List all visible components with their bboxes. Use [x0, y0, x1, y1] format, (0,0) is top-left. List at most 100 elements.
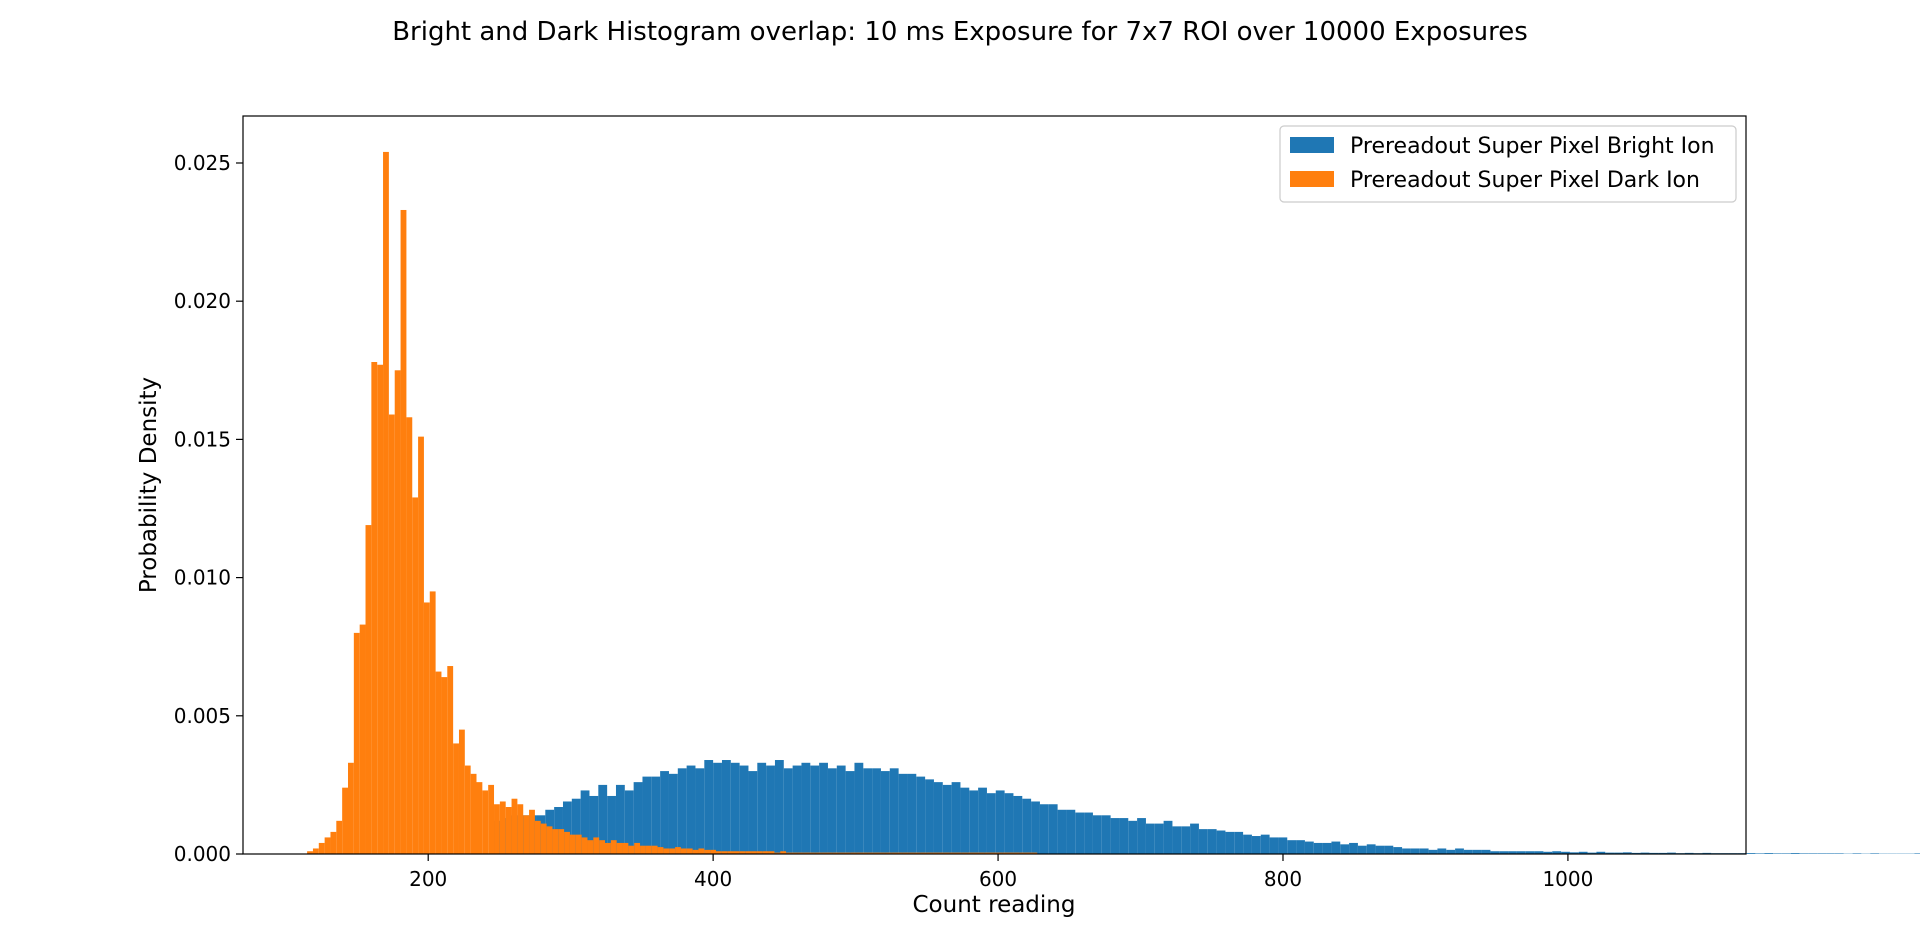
- dark-bar: [803, 852, 810, 854]
- bright-bar: [704, 760, 714, 854]
- bright-bar: [580, 790, 590, 854]
- bright-bar: [686, 765, 696, 854]
- y-tick-label: 0.000: [174, 842, 231, 866]
- bright-bar: [1154, 823, 1164, 854]
- bright-bar: [1508, 851, 1517, 854]
- dark-bar: [634, 842, 641, 854]
- bright-bar: [1826, 853, 1835, 854]
- bright-bar: [721, 760, 731, 854]
- bright-bar: [1260, 834, 1270, 854]
- bright-bar: [1622, 852, 1632, 854]
- dark-bar: [651, 845, 658, 854]
- bright-bar: [1543, 851, 1553, 854]
- dark-bar: [756, 851, 763, 854]
- bright-bar: [1446, 849, 1456, 854]
- dark-bar: [476, 782, 483, 854]
- bright-bar: [1755, 853, 1765, 854]
- dark-bar: [809, 852, 816, 854]
- bright-bar: [1534, 851, 1544, 854]
- bright-bar: [1561, 851, 1570, 854]
- dark-bar: [669, 848, 676, 854]
- legend-swatch-dark: [1290, 171, 1334, 187]
- bright-bar: [889, 768, 899, 854]
- bright-bar: [1340, 844, 1350, 854]
- bright-bar: [1402, 848, 1411, 854]
- bright-bar: [642, 776, 652, 854]
- dark-bar: [324, 837, 331, 854]
- dark-bar: [815, 852, 822, 854]
- dark-bar: [388, 414, 395, 854]
- bright-bar: [863, 768, 873, 854]
- dark-bar: [692, 849, 699, 854]
- dark-bar: [821, 852, 827, 854]
- dark-bar: [862, 852, 868, 854]
- dark-bar: [534, 820, 541, 854]
- dark-bar: [680, 848, 687, 854]
- bright-bar: [1031, 801, 1040, 854]
- bright-bar: [1357, 845, 1367, 854]
- dark-bar: [464, 765, 471, 854]
- dark-bar: [727, 851, 734, 854]
- dark-bar: [856, 852, 863, 854]
- x-tick-label: 200: [409, 867, 447, 891]
- bright-bar: [1481, 849, 1491, 854]
- x-tick-label: 800: [1264, 867, 1302, 891]
- dark-bar: [657, 847, 664, 854]
- chart-title: Bright and Dark Histogram overlap: 10 ms…: [392, 17, 1528, 47]
- bright-bar: [615, 784, 625, 854]
- bright-bar: [1605, 852, 1615, 854]
- dark-bar: [383, 151, 389, 854]
- dark-bar: [645, 845, 652, 854]
- dark-bar: [470, 773, 477, 854]
- dark-bar: [826, 852, 833, 854]
- bright-bar: [1614, 852, 1623, 854]
- bright-bar: [598, 784, 608, 854]
- bright-bar: [1004, 793, 1014, 854]
- dark-bar: [663, 848, 670, 854]
- bright-bar: [1870, 853, 1880, 854]
- bright-bar: [845, 771, 855, 854]
- bright-bar: [748, 771, 758, 854]
- bright-bar: [1587, 852, 1597, 854]
- bright-bar: [907, 773, 917, 854]
- bright-bar: [713, 762, 722, 854]
- bright-bar: [1101, 815, 1111, 854]
- dark-bar: [610, 840, 617, 854]
- bright-bar: [1790, 853, 1800, 854]
- legend-label-bright: Prereadout Super Pixel Bright Ion: [1350, 134, 1715, 159]
- dark-bar: [774, 852, 781, 854]
- dark-bar: [394, 370, 401, 854]
- bright-bar: [1437, 848, 1447, 854]
- bright-bar: [1569, 852, 1579, 854]
- dark-bar: [879, 852, 886, 854]
- dark-bar: [686, 848, 693, 854]
- bright-bar: [801, 762, 811, 854]
- bright-bar: [1296, 840, 1305, 854]
- dark-bar: [406, 417, 413, 854]
- dark-bar: [1008, 852, 1014, 854]
- dark-bar: [838, 852, 845, 854]
- bright-bar: [978, 787, 987, 854]
- bright-bar: [1234, 831, 1244, 854]
- bright-bar: [1773, 853, 1782, 854]
- bright-bar: [836, 765, 846, 854]
- dark-bar: [1025, 852, 1032, 854]
- bright-bar: [633, 782, 643, 854]
- bright-bar: [1278, 837, 1288, 854]
- dark-bar: [885, 852, 892, 854]
- y-axis: 0.000 0.005 0.010 0.015 0.020 0.025: [174, 151, 243, 866]
- dark-bar: [312, 848, 319, 854]
- dark-bar: [873, 852, 880, 854]
- dark-bar: [844, 852, 851, 854]
- dark-bar: [336, 820, 343, 854]
- dark-bar: [552, 829, 559, 854]
- bright-bar: [1455, 848, 1464, 854]
- dark-bar: [605, 842, 611, 854]
- bright-bar: [1057, 809, 1067, 854]
- bright-bar: [819, 762, 828, 854]
- dark-bar: [914, 852, 921, 854]
- dark-bar: [902, 852, 909, 854]
- bright-bar: [1172, 826, 1182, 854]
- bright-bar: [1022, 798, 1032, 854]
- bright-bar: [1207, 829, 1217, 854]
